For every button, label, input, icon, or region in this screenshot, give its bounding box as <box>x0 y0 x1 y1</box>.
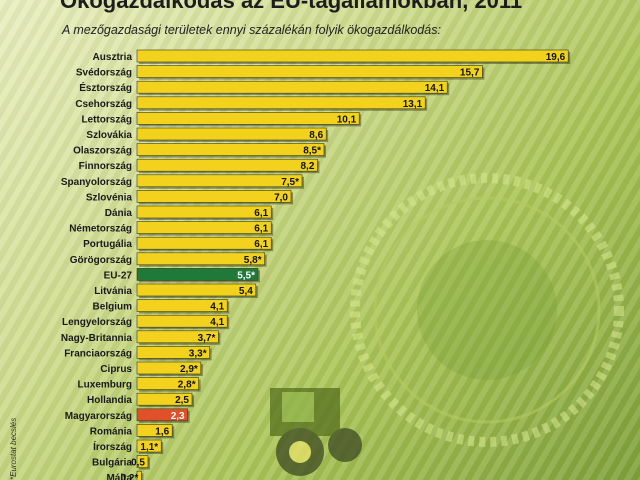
value-label: 19,6 <box>546 52 566 63</box>
value-label: 6,1 <box>254 224 268 235</box>
bar-8 <box>136 174 303 188</box>
bar-26 <box>136 455 149 468</box>
category-label: Írország <box>93 440 132 453</box>
category-label: Litvánia <box>94 286 132 297</box>
bar-5 <box>136 127 327 141</box>
category-label: Spanyolország <box>61 177 132 188</box>
bar-19 <box>136 346 210 359</box>
category-label: Olaszország <box>73 146 132 157</box>
bar-1 <box>136 65 483 78</box>
value-label: 10,1 <box>337 114 357 125</box>
value-label: 8,2 <box>300 161 314 172</box>
value-label: 2,3 <box>171 411 185 422</box>
value-label: 1,6 <box>155 426 169 437</box>
bar-0 <box>136 49 569 63</box>
bar-20 <box>136 361 202 375</box>
value-label: 5,4 <box>239 286 253 297</box>
category-label: Belgium <box>93 302 133 313</box>
value-label: 4,1 <box>210 302 224 313</box>
bar-10 <box>136 205 272 219</box>
value-label: 2,5 <box>175 395 189 406</box>
category-label: Svédország <box>76 68 132 79</box>
category-label: Hollandia <box>87 395 132 406</box>
value-label: 1,1* <box>140 442 158 453</box>
category-label: Finnország <box>79 161 132 172</box>
category-label: Lengyelország <box>62 317 132 328</box>
category-label: Dánia <box>105 208 133 219</box>
bar-24 <box>136 424 173 437</box>
value-label: 3,3* <box>189 348 207 359</box>
value-label: 13,1 <box>403 99 423 110</box>
value-label: 6,1 <box>254 239 268 250</box>
value-label: 5,8* <box>244 255 262 266</box>
category-label: Bulgária <box>92 458 132 469</box>
bar-17 <box>136 314 228 328</box>
bar-7 <box>136 158 318 172</box>
bar-6 <box>136 143 325 156</box>
category-label: Ciprus <box>100 364 132 375</box>
category-label: Lettország <box>81 114 132 125</box>
category-label: Románia <box>90 426 133 437</box>
value-label: 3,7* <box>198 333 216 344</box>
value-label: 7,5* <box>281 177 299 188</box>
bar-13 <box>136 252 265 266</box>
category-label: Málta <box>106 473 132 480</box>
bar-15 <box>136 283 257 297</box>
bar-2 <box>136 80 448 94</box>
value-label: 0,5 <box>131 458 145 469</box>
category-label: Görögország <box>70 255 132 266</box>
category-label: Magyarország <box>65 411 132 422</box>
value-label: 14,1 <box>425 83 445 94</box>
category-label: Észtország <box>79 81 132 94</box>
bar-14 <box>136 268 259 281</box>
category-label: Franciaország <box>64 348 132 359</box>
category-label: Németország <box>69 224 132 235</box>
eu-organic-seal-icon <box>350 173 624 447</box>
value-label: 5,5* <box>237 270 255 281</box>
value-label: 7,0 <box>274 192 288 203</box>
tractor-icon <box>270 388 362 476</box>
value-label: 8,5* <box>303 146 321 157</box>
value-label: 6,1 <box>254 208 268 219</box>
bar-16 <box>136 299 228 312</box>
bar-11 <box>136 221 272 234</box>
category-label: EU-27 <box>104 270 133 281</box>
page-title: Ökogazdálkodás az EU-tagállamokban, 2011 <box>60 0 523 13</box>
category-label: Csehország <box>75 99 132 110</box>
bar-3 <box>136 96 426 110</box>
category-label: Portugália <box>83 239 132 250</box>
bar-4 <box>136 112 360 125</box>
value-label: 8,6 <box>309 130 323 141</box>
value-label: 15,7 <box>460 68 480 79</box>
value-label: 2,8* <box>178 380 196 391</box>
bar-9 <box>136 190 292 203</box>
bar-12 <box>136 236 272 250</box>
category-label: Szlovénia <box>86 192 133 203</box>
category-label: Nagy-Britannia <box>61 333 133 344</box>
value-label: 2,9* <box>180 364 198 375</box>
value-label: 0,2* <box>121 473 139 480</box>
category-label: Szlovákia <box>86 130 132 141</box>
value-label: 4,1 <box>210 317 224 328</box>
bar-22 <box>136 392 193 406</box>
chart-subtitle: A mezőgazdasági területek ennyi százalék… <box>62 23 441 37</box>
category-label: Ausztria <box>93 52 133 63</box>
bar-21 <box>136 377 199 390</box>
bar-18 <box>136 330 219 344</box>
bar-23 <box>136 408 188 422</box>
bar-25 <box>136 439 162 453</box>
bar-27 <box>136 470 142 480</box>
bars-group: Ausztria 19,6 Svédország 15,7 Észtország 14,1… <box>61 49 571 480</box>
category-label: Luxemburg <box>78 380 132 391</box>
